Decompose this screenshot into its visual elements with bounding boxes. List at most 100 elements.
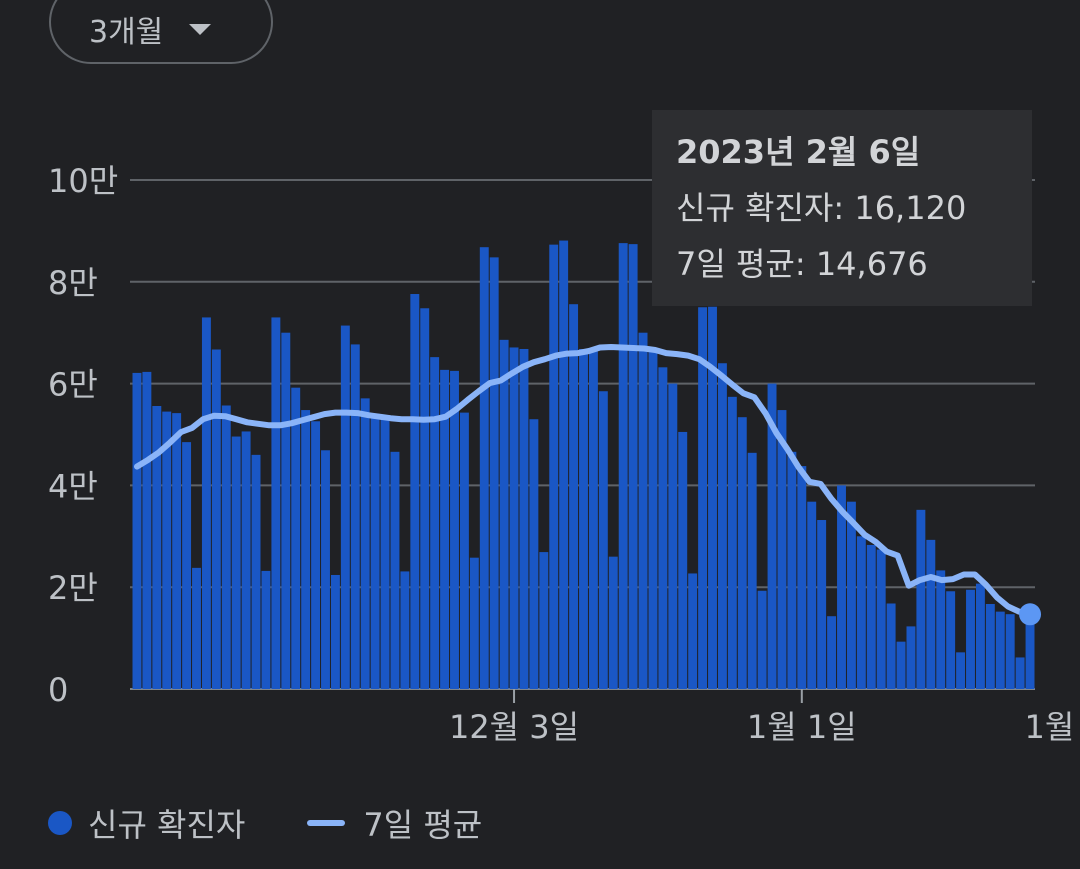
y-tick-label: 0 <box>48 671 68 709</box>
bar <box>549 244 559 689</box>
bar <box>688 573 698 689</box>
range-dropdown[interactable]: 3개월 <box>49 0 273 64</box>
bar <box>975 583 985 689</box>
bar <box>608 556 618 689</box>
bar <box>221 405 231 689</box>
bar <box>698 307 708 689</box>
bar <box>390 451 400 689</box>
bar <box>420 308 430 689</box>
bar <box>678 431 688 689</box>
bar <box>846 501 856 689</box>
bar <box>896 641 906 689</box>
bar <box>727 396 737 689</box>
bar <box>797 466 807 689</box>
bar <box>410 294 420 689</box>
tooltip-average-value: 14,676 <box>815 245 928 283</box>
bar <box>906 626 916 689</box>
bar-legend-swatch <box>48 811 72 835</box>
bar <box>956 652 966 689</box>
bar <box>519 348 529 689</box>
bar <box>162 411 172 689</box>
bar <box>350 344 360 689</box>
bar <box>936 570 946 689</box>
bar <box>708 306 717 689</box>
bar <box>817 520 827 689</box>
y-tick-label: 8만 <box>48 264 98 302</box>
bar <box>182 442 192 689</box>
bar <box>717 363 727 689</box>
bar <box>886 603 896 689</box>
bar <box>142 371 152 689</box>
bar <box>559 240 569 689</box>
bar <box>251 454 261 689</box>
bar <box>489 257 499 689</box>
y-tick-label: 6만 <box>48 366 98 404</box>
bar <box>201 317 211 689</box>
average-line <box>134 344 1033 618</box>
bar <box>588 349 598 689</box>
bar <box>767 383 777 689</box>
x-tick-label: 12월 3일 <box>449 708 579 746</box>
bar <box>598 391 608 689</box>
bar <box>271 317 281 689</box>
bar <box>172 413 182 689</box>
bar <box>926 539 936 689</box>
bar <box>440 369 450 689</box>
bar <box>1005 614 1015 689</box>
bar <box>618 243 628 689</box>
tooltip-new-cases-value: 16,120 <box>854 189 967 227</box>
bar <box>509 347 519 689</box>
bar <box>291 387 301 689</box>
bar <box>966 589 975 689</box>
bar <box>231 436 241 689</box>
tooltip-new-cases: 신규 확진자: 16,120 <box>676 189 967 227</box>
bar <box>1015 657 1025 689</box>
bar <box>737 417 747 689</box>
chart-tooltip: 2023년 2월 6일 신규 확진자: 16,120 7일 평균: 14,676 <box>652 110 1032 306</box>
bar <box>866 544 876 689</box>
bar <box>579 348 588 689</box>
bar <box>946 591 956 689</box>
bar <box>192 567 201 689</box>
bar <box>876 549 886 689</box>
bar <box>132 372 142 689</box>
bar-legend-label: 신규 확진자 <box>88 806 246 844</box>
bar <box>747 452 757 689</box>
chevron-down-icon <box>189 23 212 35</box>
bar <box>916 509 926 689</box>
x-tick-label: 1월 1일 <box>747 708 857 746</box>
bar <box>638 332 648 689</box>
x-tick-label: 1월 30일 <box>1025 708 1080 746</box>
bar <box>529 419 539 689</box>
bar <box>807 501 817 689</box>
bar <box>787 451 797 689</box>
bar <box>301 410 311 689</box>
bar <box>469 557 479 689</box>
bar <box>211 349 221 689</box>
bar <box>995 611 1005 689</box>
bar <box>628 244 638 689</box>
bar <box>311 421 321 689</box>
bar <box>370 413 380 689</box>
bar <box>499 339 509 689</box>
line-legend-swatch <box>307 820 346 826</box>
tooltip-new-cases-label: 신규 확진자 <box>676 189 834 227</box>
bar <box>539 552 549 689</box>
bar <box>856 536 866 689</box>
tooltip-average: 7일 평균: 14,676 <box>676 245 928 283</box>
range-dropdown-label: 3개월 <box>89 15 164 50</box>
bar <box>380 419 390 689</box>
bar <box>321 450 330 689</box>
bar <box>340 325 350 689</box>
bar <box>985 604 995 689</box>
chart-legend: 신규 확진자 7일 평균 <box>48 800 482 846</box>
bar <box>1025 606 1035 689</box>
bar <box>668 383 678 689</box>
tooltip-average-label: 7일 평균 <box>676 245 795 283</box>
bar <box>658 367 668 689</box>
bar <box>757 590 767 689</box>
bar <box>330 574 340 689</box>
bar <box>400 571 410 689</box>
bar <box>777 410 787 689</box>
